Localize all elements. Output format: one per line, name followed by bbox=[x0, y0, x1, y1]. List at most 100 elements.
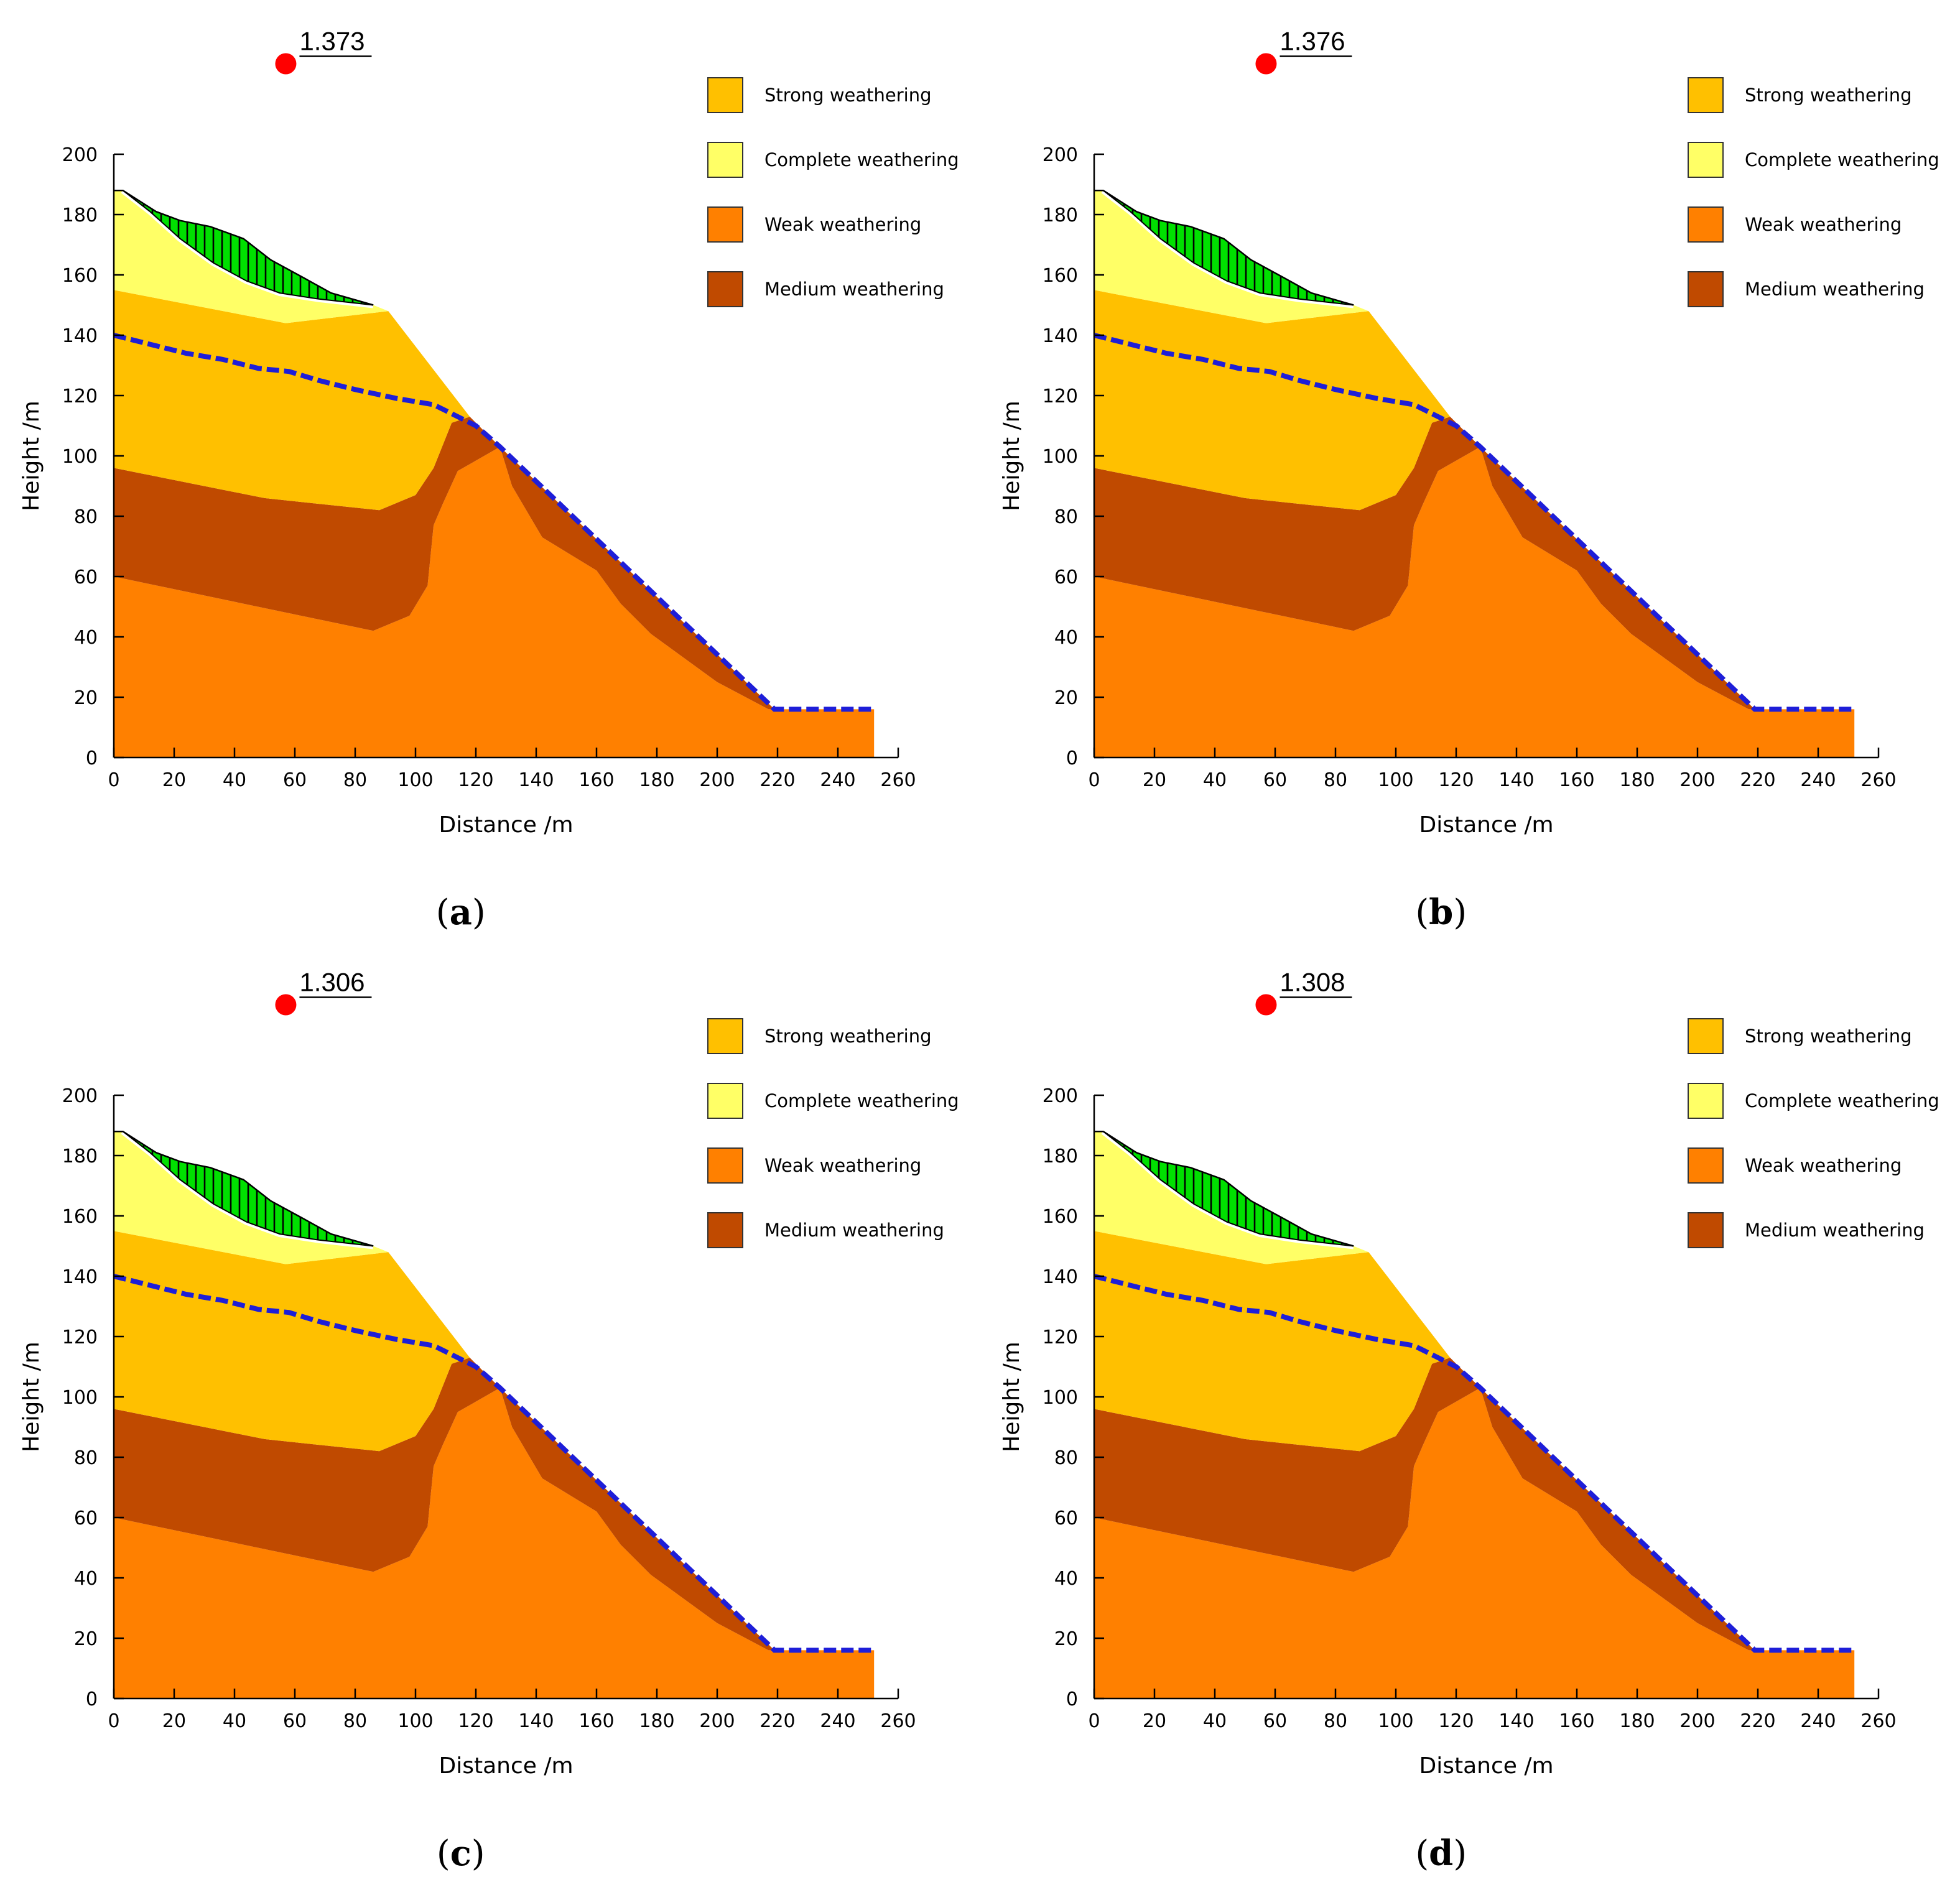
x-tick-label: 40 bbox=[223, 1710, 246, 1732]
water-table-line bbox=[1094, 1274, 1855, 1653]
legend-label: Medium weathering bbox=[764, 1220, 944, 1241]
x-tick-label: 40 bbox=[223, 769, 246, 791]
y-tick-label: 80 bbox=[74, 506, 98, 528]
x-tick-label: 20 bbox=[1143, 769, 1166, 791]
slope-model bbox=[113, 1129, 875, 1699]
y-tick-label: 160 bbox=[62, 265, 98, 287]
y-tick-label: 80 bbox=[74, 1447, 98, 1469]
x-tick-label: 100 bbox=[397, 1710, 433, 1732]
x-tick-label: 20 bbox=[1143, 1710, 1166, 1732]
x-tick-label: 60 bbox=[283, 769, 307, 791]
x-tick-label: 0 bbox=[108, 1710, 119, 1732]
water-table-line bbox=[1094, 333, 1855, 712]
x-tick-label: 80 bbox=[343, 769, 367, 791]
panel-d: 0 20 40 60 80 100 120 140 160 180 200 220 240 260 0 20 4… bbox=[980, 941, 1960, 1882]
panel-c: 0 20 40 60 80 100 120 140 160 180 200 220 240 260 0 20 4… bbox=[0, 941, 980, 1882]
y-tick-label: 140 bbox=[1043, 325, 1078, 347]
panel-caption: (a) bbox=[436, 892, 486, 933]
y-tick-label: 0 bbox=[1066, 748, 1078, 769]
axes: 0 20 40 60 80 100 120 140 160 180 200 220 240 260 0 20 4… bbox=[999, 144, 1897, 838]
legend-swatch bbox=[1688, 77, 1724, 113]
y-tick-label: 40 bbox=[74, 627, 98, 649]
ground-surface-line bbox=[114, 1130, 374, 1247]
strong-weathering-layer bbox=[1094, 1231, 1451, 1452]
y-tick-label: 80 bbox=[1054, 1447, 1078, 1469]
x-axis-title: Distance /m bbox=[439, 1753, 573, 1779]
legend-label: Strong weathering bbox=[1745, 1026, 1912, 1047]
weak-weathering-layer bbox=[1094, 447, 1855, 758]
slope-diagram-svg: 0 20 40 60 80 100 120 140 160 180 200 220 240 260 0 20 4… bbox=[999, 27, 1939, 934]
x-tick-label: 120 bbox=[458, 769, 493, 791]
y-tick-label: 60 bbox=[1054, 1508, 1078, 1529]
y-tick-label: 140 bbox=[62, 325, 98, 347]
x-tick-label: 140 bbox=[1498, 1710, 1534, 1732]
y-tick-label: 40 bbox=[74, 1568, 98, 1590]
y-tick-label: 200 bbox=[1043, 1085, 1078, 1107]
x-tick-label: 180 bbox=[1619, 1710, 1655, 1732]
legend-label: Complete weathering bbox=[1745, 149, 1939, 170]
y-tick-label: 40 bbox=[1054, 1568, 1078, 1590]
axes: 0 20 40 60 80 100 120 140 160 180 200 220 240 260 0 20 4… bbox=[19, 1085, 916, 1779]
y-tick-label: 180 bbox=[1043, 205, 1078, 226]
y-tick-label: 0 bbox=[86, 1689, 98, 1710]
y-tick-label: 40 bbox=[1054, 627, 1078, 649]
y-tick-label: 180 bbox=[1043, 1146, 1078, 1167]
x-tick-label: 0 bbox=[1088, 769, 1100, 791]
x-tick-label: 80 bbox=[343, 1710, 367, 1732]
y-tick-label: 120 bbox=[62, 1327, 98, 1348]
axes: 0 20 40 60 80 100 120 140 160 180 200 220 240 260 0 20 4… bbox=[999, 1085, 1897, 1779]
strong-weathering-layer bbox=[1094, 290, 1451, 511]
x-tick-label: 140 bbox=[518, 1710, 554, 1732]
y-tick-label: 100 bbox=[62, 1387, 98, 1409]
x-tick-label: 180 bbox=[639, 769, 674, 791]
complete-weathering-layer bbox=[114, 1131, 389, 1264]
y-tick-label: 160 bbox=[62, 1206, 98, 1228]
legend-label: Complete weathering bbox=[764, 149, 959, 170]
x-axis-title: Distance /m bbox=[1419, 1753, 1553, 1779]
y-tick-label: 140 bbox=[62, 1266, 98, 1288]
weak-weathering-layer bbox=[114, 1388, 875, 1699]
x-tick-label: 80 bbox=[1324, 769, 1347, 791]
legend-swatch bbox=[1688, 271, 1724, 307]
x-tick-label: 100 bbox=[1378, 1710, 1413, 1732]
y-tick-label: 180 bbox=[62, 205, 98, 226]
weak-weathering-layer bbox=[114, 447, 875, 758]
panel-a: 0 20 40 60 80 100 120 140 160 180 200 220 240 260 0 20 4… bbox=[0, 0, 980, 941]
x-tick-label: 240 bbox=[1800, 1710, 1836, 1732]
legend-label: Complete weathering bbox=[764, 1090, 959, 1111]
strong-weathering-layer bbox=[114, 290, 470, 511]
legend-label: Strong weathering bbox=[1745, 85, 1912, 106]
x-tick-label: 200 bbox=[699, 1710, 735, 1732]
y-tick-label: 160 bbox=[1043, 265, 1078, 287]
y-tick-label: 140 bbox=[1043, 1266, 1078, 1288]
x-tick-label: 60 bbox=[1263, 769, 1287, 791]
factor-of-safety-value: 1.308 bbox=[1280, 968, 1345, 997]
x-tick-label: 260 bbox=[880, 769, 916, 791]
x-tick-label: 260 bbox=[1860, 1710, 1896, 1732]
factor-of-safety-value: 1.306 bbox=[299, 968, 365, 997]
legend-label: Medium weathering bbox=[764, 279, 944, 300]
slope-model bbox=[1094, 188, 1855, 758]
legend-swatch bbox=[1688, 1018, 1724, 1054]
factor-of-safety-value: 1.373 bbox=[299, 27, 365, 56]
x-tick-label: 40 bbox=[1203, 1710, 1227, 1732]
y-tick-label: 100 bbox=[1043, 446, 1078, 468]
y-tick-label: 20 bbox=[74, 1628, 98, 1650]
complete-weathering-layer bbox=[114, 190, 389, 323]
x-tick-label: 120 bbox=[458, 1710, 493, 1732]
x-tick-label: 40 bbox=[1203, 769, 1227, 791]
y-tick-label: 20 bbox=[1054, 687, 1078, 709]
x-tick-label: 160 bbox=[1559, 769, 1594, 791]
x-tick-label: 20 bbox=[162, 1710, 186, 1732]
y-tick-label: 20 bbox=[1054, 1628, 1078, 1650]
x-tick-label: 60 bbox=[1263, 1710, 1287, 1732]
x-tick-label: 140 bbox=[1498, 769, 1534, 791]
medium-weathering-layer bbox=[114, 417, 775, 710]
legend-label: Strong weathering bbox=[764, 1026, 932, 1047]
x-tick-label: 0 bbox=[108, 769, 119, 791]
y-axis-title: Height /m bbox=[999, 401, 1024, 511]
legend-swatch bbox=[1688, 1147, 1724, 1184]
slip-center-marker bbox=[275, 994, 297, 1016]
legend-label: Weak weathering bbox=[1745, 214, 1902, 235]
x-tick-label: 240 bbox=[820, 1710, 855, 1732]
